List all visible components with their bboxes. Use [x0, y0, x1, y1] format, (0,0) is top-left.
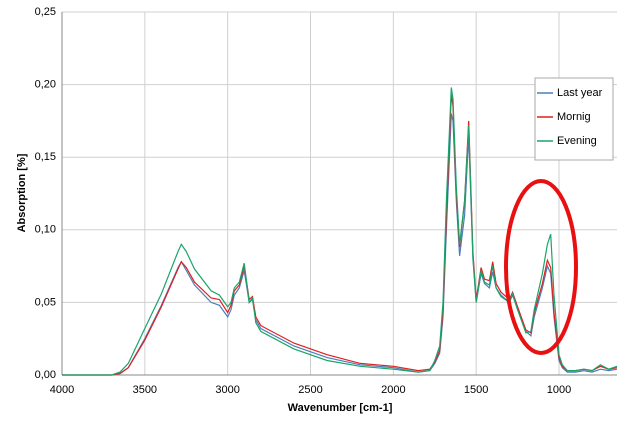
x-tick-label: 1000: [547, 384, 571, 396]
series-line: [62, 94, 618, 376]
x-tick-label: 2000: [381, 384, 405, 396]
series-line: [62, 87, 618, 376]
y-tick-label: 0,20: [35, 79, 56, 91]
y-axis-title: Absorption [%]: [16, 153, 28, 232]
y-tick-label: 0,15: [35, 151, 56, 163]
y-tick-label: 0,05: [35, 296, 56, 308]
legend-label: Last year: [557, 87, 603, 99]
legend-label: Evening: [557, 135, 597, 147]
x-tick-label: 3000: [215, 384, 239, 396]
legend-box: [534, 77, 614, 161]
series-line: [62, 113, 618, 376]
y-tick-label: 0,00: [35, 369, 56, 381]
highlight-ellipse: [504, 179, 578, 355]
y-tick-label: 0,10: [35, 224, 56, 236]
y-tick-label: 0,25: [35, 6, 56, 18]
x-tick-label: 2500: [298, 384, 322, 396]
legend-label: Mornig: [557, 111, 591, 123]
legend: Last year Mornig Evening: [534, 77, 614, 161]
x-tick-label: 1500: [464, 384, 488, 396]
x-axis-title: Wavenumber [cm-1]: [288, 402, 393, 414]
x-tick-label: 4000: [50, 384, 74, 396]
x-tick-label: 3500: [133, 384, 157, 396]
